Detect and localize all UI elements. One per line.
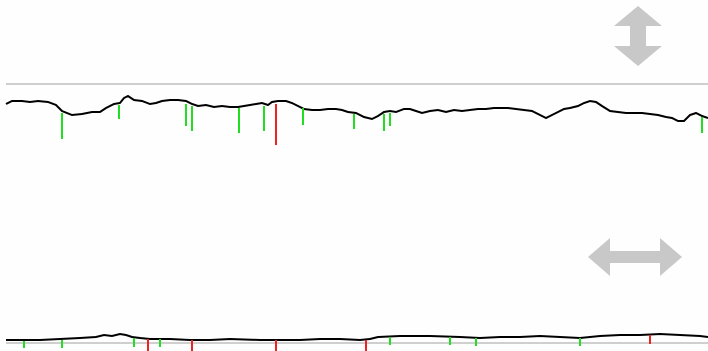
vertical-double-arrow-icon[interactable] xyxy=(612,6,664,66)
top-trace-line xyxy=(5,94,708,122)
bottom-trace-panel xyxy=(0,176,708,351)
bottom-trace-line xyxy=(6,332,708,342)
top-trace-panel xyxy=(5,6,708,145)
bottom-trace-canvas xyxy=(6,332,708,351)
bottom-red-markers xyxy=(147,335,651,351)
horizontal-double-arrow-icon[interactable] xyxy=(588,238,682,276)
top-trace-canvas xyxy=(5,83,708,145)
top-green-markers xyxy=(61,104,703,139)
bottom-green-markers xyxy=(23,337,581,348)
